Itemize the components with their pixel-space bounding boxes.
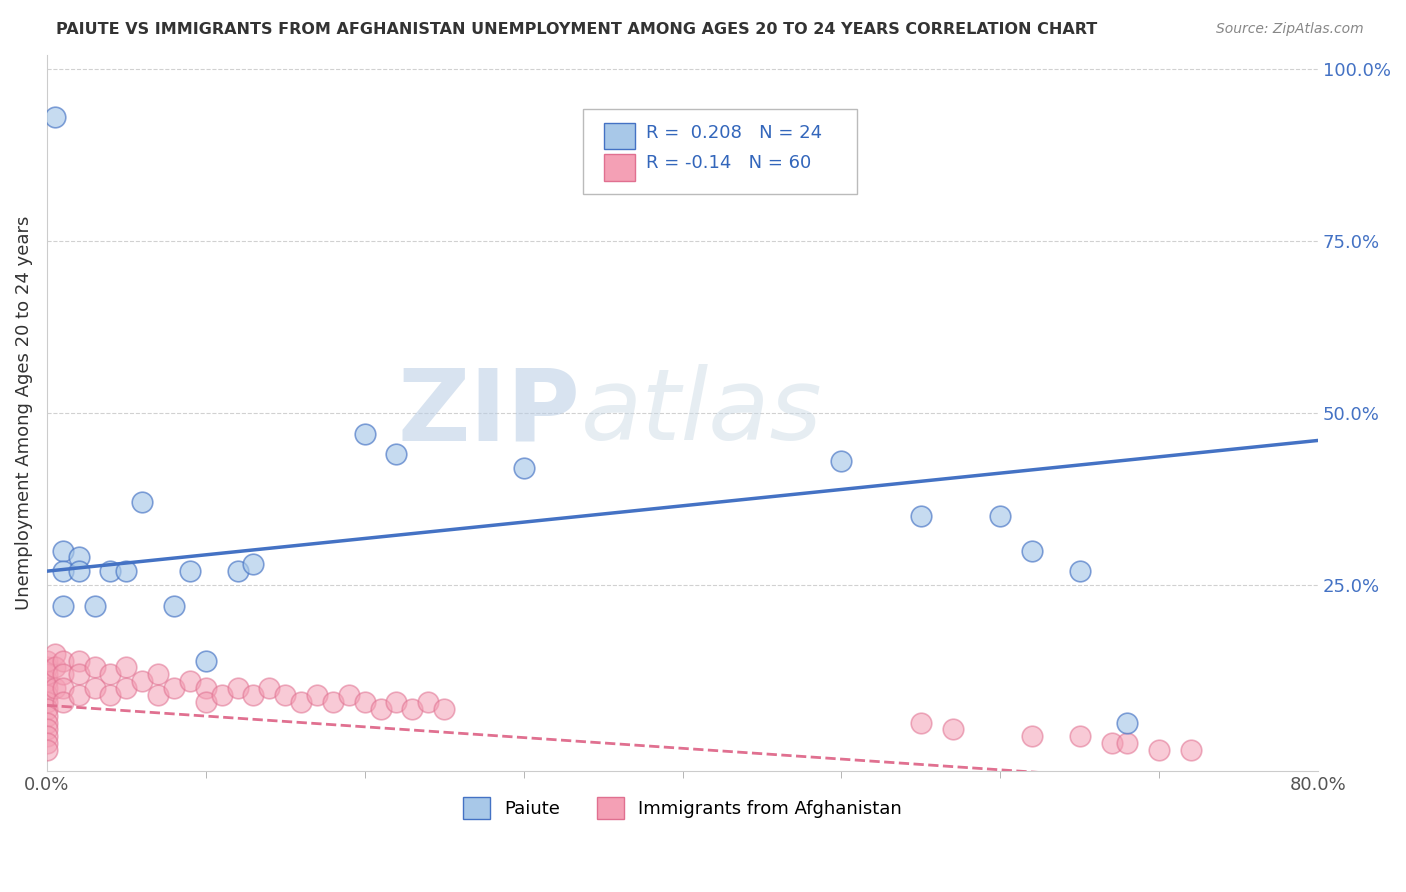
Point	[67, 564, 90, 578]
Text: atlas: atlas	[581, 365, 823, 461]
Point	[194, 654, 217, 668]
Point	[100, 667, 122, 681]
Point	[131, 674, 153, 689]
Point	[385, 695, 408, 709]
Point	[52, 695, 75, 709]
Legend: Paiute, Immigrants from Afghanistan: Paiute, Immigrants from Afghanistan	[456, 789, 910, 826]
Point	[1180, 743, 1202, 757]
Point	[337, 688, 360, 702]
Y-axis label: Unemployment Among Ages 20 to 24 years: Unemployment Among Ages 20 to 24 years	[15, 216, 32, 610]
Point	[1021, 543, 1043, 558]
Text: PAIUTE VS IMMIGRANTS FROM AFGHANISTAN UNEMPLOYMENT AMONG AGES 20 TO 24 YEARS COR: PAIUTE VS IMMIGRANTS FROM AFGHANISTAN UN…	[56, 22, 1098, 37]
Point	[44, 110, 66, 124]
Point	[259, 681, 281, 695]
Point	[100, 688, 122, 702]
Point	[67, 688, 90, 702]
Point	[1147, 743, 1170, 757]
Point	[274, 688, 297, 702]
Point	[35, 702, 58, 716]
Point	[830, 454, 852, 468]
Point	[910, 715, 932, 730]
Point	[52, 564, 75, 578]
Point	[242, 688, 264, 702]
Point	[146, 667, 169, 681]
Text: Source: ZipAtlas.com: Source: ZipAtlas.com	[1216, 22, 1364, 37]
Point	[211, 688, 233, 702]
Point	[35, 736, 58, 750]
Point	[35, 708, 58, 723]
Point	[1069, 564, 1091, 578]
Text: ZIP: ZIP	[398, 365, 581, 461]
Point	[52, 681, 75, 695]
Point	[35, 695, 58, 709]
Point	[418, 695, 440, 709]
Point	[290, 695, 312, 709]
Point	[305, 688, 328, 702]
Point	[179, 564, 201, 578]
Point	[322, 695, 344, 709]
Point	[52, 543, 75, 558]
Point	[385, 447, 408, 461]
Point	[988, 509, 1011, 524]
Point	[83, 599, 105, 613]
Point	[83, 681, 105, 695]
Point	[1101, 736, 1123, 750]
Point	[44, 647, 66, 661]
Point	[401, 702, 423, 716]
Point	[1021, 729, 1043, 743]
Point	[194, 681, 217, 695]
Point	[35, 660, 58, 674]
Point	[52, 599, 75, 613]
Point	[353, 695, 375, 709]
Point	[942, 723, 965, 737]
Text: R = -0.14   N = 60: R = -0.14 N = 60	[647, 153, 811, 172]
Point	[179, 674, 201, 689]
Point	[194, 695, 217, 709]
Point	[226, 564, 249, 578]
Point	[67, 550, 90, 565]
Text: R =  0.208   N = 24: R = 0.208 N = 24	[647, 124, 823, 143]
Point	[52, 667, 75, 681]
Point	[52, 654, 75, 668]
Point	[910, 509, 932, 524]
Point	[35, 681, 58, 695]
Point	[433, 702, 456, 716]
Point	[242, 558, 264, 572]
Point	[163, 599, 186, 613]
Point	[115, 681, 138, 695]
Point	[44, 681, 66, 695]
Point	[67, 654, 90, 668]
Point	[163, 681, 186, 695]
Point	[353, 426, 375, 441]
Point	[35, 743, 58, 757]
Point	[100, 564, 122, 578]
Point	[35, 723, 58, 737]
Point	[83, 660, 105, 674]
Point	[146, 688, 169, 702]
Point	[1116, 715, 1139, 730]
Point	[35, 715, 58, 730]
Point	[35, 674, 58, 689]
Point	[67, 667, 90, 681]
Point	[115, 660, 138, 674]
Point	[44, 660, 66, 674]
Point	[226, 681, 249, 695]
Point	[131, 495, 153, 509]
Point	[35, 667, 58, 681]
Point	[35, 654, 58, 668]
Point	[512, 461, 534, 475]
Point	[1069, 729, 1091, 743]
Point	[35, 729, 58, 743]
Point	[35, 688, 58, 702]
Point	[115, 564, 138, 578]
Point	[370, 702, 392, 716]
Point	[1116, 736, 1139, 750]
